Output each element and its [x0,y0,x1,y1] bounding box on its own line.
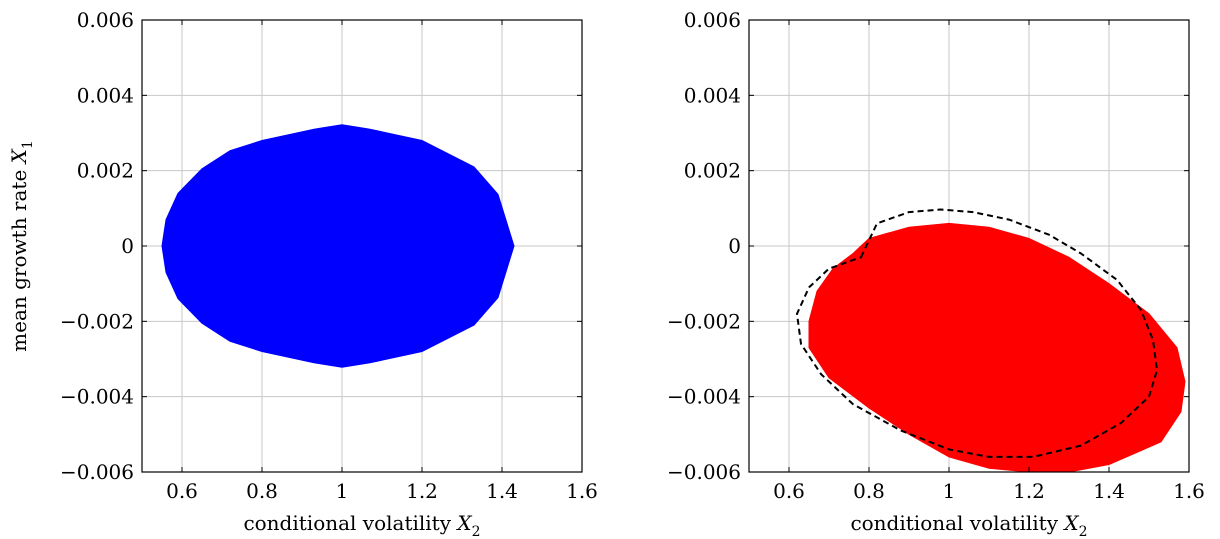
y-tick-label: 0 [728,234,741,258]
y-tick-label: 0.004 [77,83,134,107]
left-panel: 0.6 0.8 1 1.2 1.4 1.6 −0.006 −0.004 −0.002 0 0.002… [7,8,598,539]
y-tick-label: 0.002 [684,159,741,183]
x-tick-label: 1.6 [566,479,598,503]
plot-area [796,208,1186,472]
x-axis-label: conditional volatility X2 [850,511,1087,539]
x-tick-label: 0.6 [166,479,198,503]
right-panel: 0.6 0.8 1 1.2 1.4 1.6 −0.006 −0.004 −0.002 0 0.002… [667,8,1205,539]
y-tick-label: −0.002 [60,309,134,333]
y-tick-label: 0.002 [77,159,134,183]
dashed-contour [796,208,1158,458]
y-tick-label: −0.004 [667,385,741,409]
y-tick-label: −0.006 [60,460,134,484]
y-tick-label: −0.006 [667,460,741,484]
y-tick-label: 0.006 [684,8,741,32]
x-tick-label: 1.2 [406,479,438,503]
y-axis-label: mean growth rate X1 [7,140,36,352]
x-tick-label: 1.4 [1093,479,1125,503]
y-tick-label: 0 [121,234,134,258]
red-region [808,222,1186,472]
y-tick-label: 0.006 [77,8,134,32]
x-tick-label: 0.6 [773,479,805,503]
x-tick-label: 1.4 [486,479,518,503]
x-tick-label: 1.2 [1013,479,1045,503]
blue-region [161,124,515,368]
y-tick-label: −0.004 [60,385,134,409]
x-tick-label: 1 [943,479,956,503]
y-tick-label: −0.002 [667,309,741,333]
plot-area [161,124,515,368]
y-tick-label: 0.004 [684,83,741,107]
x-tick-label: 1.6 [1173,479,1205,503]
x-tick-label: 0.8 [246,479,278,503]
x-tick-label: 0.8 [853,479,885,503]
x-axis-label: conditional volatility X2 [243,511,480,539]
x-tick-label: 1 [336,479,349,503]
